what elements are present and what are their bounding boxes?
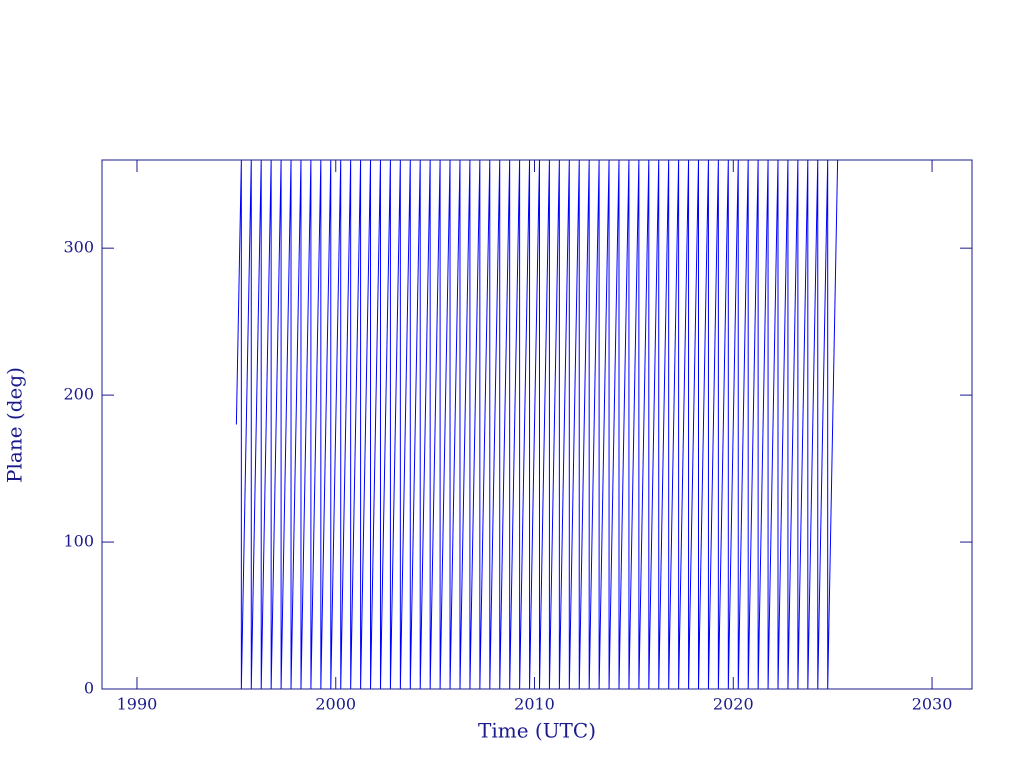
y-tick-label: 300	[63, 238, 94, 257]
plot-frame	[101, 159, 973, 690]
y-axis-label: Plane (deg)	[3, 367, 27, 483]
y-tick-label: 200	[63, 385, 94, 404]
x-tick-label: 2010	[514, 695, 555, 714]
x-tick-label: 2000	[315, 695, 356, 714]
data-line	[235, 159, 839, 690]
x-tick-label: 2020	[713, 695, 754, 714]
x-tick-label: 2030	[912, 695, 953, 714]
y-tick-label: 0	[84, 679, 94, 698]
x-axis-label: Time (UTC)	[478, 719, 596, 743]
x-tick-label: 1990	[117, 695, 158, 714]
y-tick-label: 100	[63, 532, 94, 551]
